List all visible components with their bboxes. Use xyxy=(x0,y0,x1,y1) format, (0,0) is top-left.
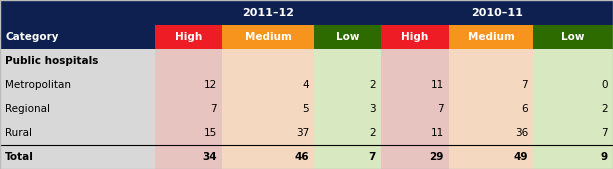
Text: 2: 2 xyxy=(370,128,376,138)
Text: 49: 49 xyxy=(514,152,528,162)
Text: Public hospitals: Public hospitals xyxy=(5,56,98,66)
Bar xyxy=(314,145,381,169)
Text: 2010–11: 2010–11 xyxy=(471,7,523,18)
Bar xyxy=(449,49,533,73)
Bar xyxy=(314,49,381,73)
Bar xyxy=(381,25,449,49)
Text: 0: 0 xyxy=(601,80,608,90)
Text: High: High xyxy=(175,32,202,42)
Text: Low: Low xyxy=(336,32,359,42)
Text: 5: 5 xyxy=(302,104,309,114)
Text: 15: 15 xyxy=(204,128,217,138)
Text: Regional: Regional xyxy=(5,104,50,114)
Text: High: High xyxy=(402,32,428,42)
Bar xyxy=(222,97,314,121)
Text: 37: 37 xyxy=(295,128,309,138)
Text: 2011–12: 2011–12 xyxy=(242,7,294,18)
Bar xyxy=(449,25,533,49)
Bar xyxy=(155,25,222,49)
Bar xyxy=(314,73,381,97)
Bar xyxy=(449,73,533,97)
Text: Low: Low xyxy=(562,32,585,42)
Bar xyxy=(533,73,613,97)
Bar xyxy=(381,97,449,121)
Bar xyxy=(449,97,533,121)
Bar xyxy=(381,121,449,145)
Bar xyxy=(533,121,613,145)
Bar xyxy=(0,73,155,97)
Text: 9: 9 xyxy=(601,152,608,162)
Bar xyxy=(222,25,314,49)
Bar xyxy=(533,25,613,49)
Text: 7: 7 xyxy=(210,104,217,114)
Text: 11: 11 xyxy=(431,128,444,138)
Bar xyxy=(533,97,613,121)
Text: 3: 3 xyxy=(370,104,376,114)
Bar xyxy=(0,25,155,49)
Bar xyxy=(0,49,155,73)
Text: 12: 12 xyxy=(204,80,217,90)
Text: Metropolitan: Metropolitan xyxy=(5,80,71,90)
Bar xyxy=(155,73,222,97)
Text: 2: 2 xyxy=(601,104,608,114)
Bar xyxy=(314,97,381,121)
Bar xyxy=(381,73,449,97)
Bar xyxy=(155,121,222,145)
Bar xyxy=(0,121,155,145)
Text: 7: 7 xyxy=(437,104,444,114)
Bar xyxy=(222,121,314,145)
Text: 4: 4 xyxy=(302,80,309,90)
Bar xyxy=(449,145,533,169)
Text: 7: 7 xyxy=(601,128,608,138)
Text: 46: 46 xyxy=(294,152,309,162)
Bar xyxy=(449,121,533,145)
Text: Medium: Medium xyxy=(468,32,514,42)
Bar xyxy=(314,121,381,145)
Text: Rural: Rural xyxy=(5,128,32,138)
Bar xyxy=(222,145,314,169)
Bar xyxy=(533,49,613,73)
Text: 11: 11 xyxy=(431,80,444,90)
Text: 2: 2 xyxy=(370,80,376,90)
Bar xyxy=(314,25,381,49)
Text: Total: Total xyxy=(5,152,34,162)
Text: Medium: Medium xyxy=(245,32,291,42)
Bar xyxy=(381,145,449,169)
Bar xyxy=(0,97,155,121)
Bar xyxy=(222,49,314,73)
Text: 36: 36 xyxy=(515,128,528,138)
Text: 29: 29 xyxy=(430,152,444,162)
Bar xyxy=(381,49,449,73)
Text: 34: 34 xyxy=(202,152,217,162)
Bar xyxy=(155,49,222,73)
Bar xyxy=(155,145,222,169)
Text: 6: 6 xyxy=(522,104,528,114)
Bar xyxy=(222,73,314,97)
Bar xyxy=(0,0,613,25)
Bar xyxy=(155,97,222,121)
Bar xyxy=(533,145,613,169)
Text: 7: 7 xyxy=(522,80,528,90)
Bar xyxy=(0,145,155,169)
Text: 7: 7 xyxy=(368,152,376,162)
Text: Category: Category xyxy=(5,32,58,42)
